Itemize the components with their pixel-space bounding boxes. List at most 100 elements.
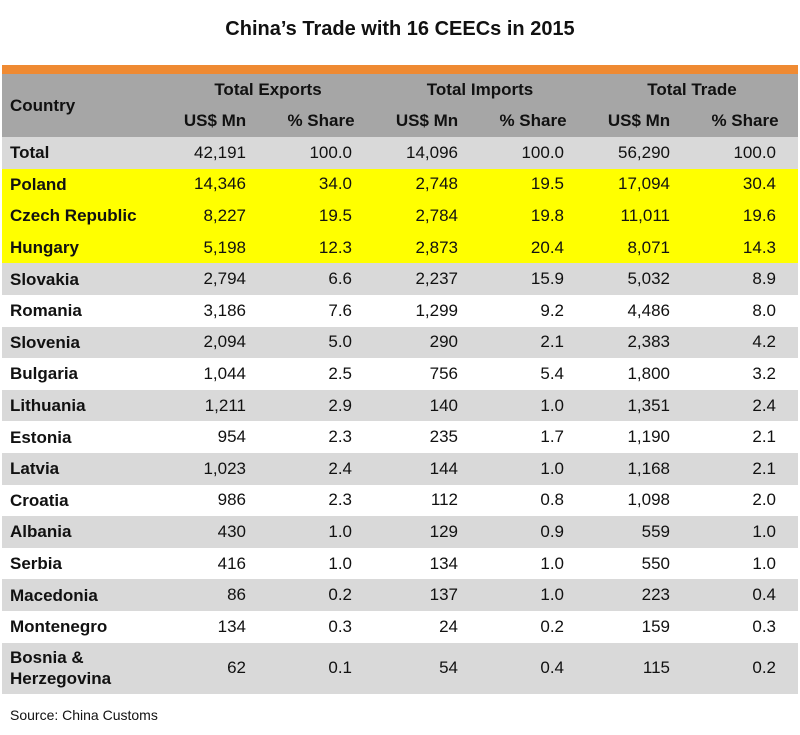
exports-usd-cell: 430 <box>162 516 268 548</box>
imports-usd-cell: 756 <box>374 358 480 390</box>
exports-usd-cell: 62 <box>162 642 268 694</box>
trade-share-cell: 0.4 <box>692 579 799 611</box>
imports-usd-cell: 290 <box>374 326 480 359</box>
exports-usd-cell: 5,198 <box>162 231 268 264</box>
imports-share-cell: 0.2 <box>480 610 587 643</box>
imports-share-header: % Share <box>480 105 587 137</box>
trade-share-cell: 2.0 <box>692 484 799 517</box>
table-row: Romania 3,186 7.6 1,299 9.2 4,486 8.0 <box>2 294 799 327</box>
table-body: Total 42,191 100.0 14,096 100.0 56,290 100.0 Po… <box>2 137 799 694</box>
total-trade-header: Total Trade <box>586 74 799 105</box>
imports-share-cell: 1.0 <box>480 389 587 422</box>
imports-share-cell: 0.9 <box>480 516 587 548</box>
imports-usd-cell: 2,784 <box>374 200 480 232</box>
imports-share-cell: 1.0 <box>480 547 587 580</box>
table-row: Poland 14,346 34.0 2,748 19.5 17,094 30.4 <box>2 168 799 201</box>
trade-usd-cell: 5,032 <box>586 263 693 295</box>
exports-usd-cell: 986 <box>162 484 268 517</box>
trade-share-cell: 30.4 <box>692 168 799 201</box>
exports-usd-header: US$ Mn <box>162 105 268 137</box>
exports-share-cell: 0.3 <box>268 610 374 643</box>
table-row: Albania 430 1.0 129 0.9 559 1.0 <box>2 516 799 548</box>
imports-share-cell: 19.8 <box>480 200 587 232</box>
table-row: Macedonia 86 0.2 137 1.0 223 0.4 <box>2 579 799 611</box>
exports-share-cell: 19.5 <box>268 200 374 232</box>
table-row: Latvia 1,023 2.4 144 1.0 1,168 2.1 <box>2 452 799 485</box>
table-row: Montenegro 134 0.3 24 0.2 159 0.3 <box>2 610 799 643</box>
accent-bar <box>2 65 798 74</box>
trade-share-cell: 8.9 <box>692 263 799 295</box>
table-title: China’s Trade with 16 CEECs in 2015 <box>225 18 575 40</box>
exports-share-cell: 2.9 <box>268 389 374 422</box>
trade-share-cell: 19.6 <box>692 200 799 232</box>
country-cell: Latvia <box>2 452 162 485</box>
imports-share-cell: 20.4 <box>480 231 587 264</box>
table-row: Czech Republic 8,227 19.5 2,784 19.8 11,011 19… <box>2 200 799 232</box>
imports-share-cell: 0.8 <box>480 484 587 517</box>
total-exports-header: Total Exports <box>162 74 374 105</box>
exports-usd-cell: 42,191 <box>162 137 268 169</box>
exports-share-cell: 6.6 <box>268 263 374 295</box>
exports-usd-cell: 8,227 <box>162 200 268 232</box>
imports-share-cell: 100.0 <box>480 137 587 169</box>
trade-usd-cell: 1,098 <box>586 484 693 517</box>
total-imports-header: Total Imports <box>374 74 587 105</box>
country-cell: Slovakia <box>2 263 162 295</box>
table-row: Lithuania 1,211 2.9 140 1.0 1,351 2.4 <box>2 389 799 422</box>
country-cell: Montenegro <box>2 610 162 643</box>
imports-usd-header: US$ Mn <box>374 105 480 137</box>
exports-share-cell: 34.0 <box>268 168 374 201</box>
trade-usd-cell: 550 <box>586 547 693 580</box>
table-row: Slovenia 2,094 5.0 290 2.1 2,383 4.2 <box>2 326 799 359</box>
table-row: Serbia 416 1.0 134 1.0 550 1.0 <box>2 547 799 580</box>
trade-usd-cell: 1,351 <box>586 389 693 422</box>
country-cell: Hungary <box>2 231 162 264</box>
table-row: Slovakia 2,794 6.6 2,237 15.9 5,032 8.9 <box>2 263 799 295</box>
trade-share-cell: 2.1 <box>692 452 799 485</box>
country-cell: Albania <box>2 516 162 548</box>
exports-usd-cell: 3,186 <box>162 294 268 327</box>
country-cell: Total <box>2 137 162 169</box>
imports-usd-cell: 144 <box>374 452 480 485</box>
imports-share-cell: 19.5 <box>480 168 587 201</box>
imports-usd-cell: 112 <box>374 484 480 517</box>
exports-usd-cell: 2,094 <box>162 326 268 359</box>
imports-usd-cell: 129 <box>374 516 480 548</box>
imports-usd-cell: 134 <box>374 547 480 580</box>
table-row: Hungary 5,198 12.3 2,873 20.4 8,071 14.3 <box>2 231 799 264</box>
country-cell: Poland <box>2 168 162 201</box>
trade-usd-cell: 1,168 <box>586 452 693 485</box>
country-column-header: Country <box>2 74 162 137</box>
imports-usd-cell: 14,096 <box>374 137 480 169</box>
trade-share-cell: 100.0 <box>692 137 799 169</box>
country-cell: Croatia <box>2 484 162 517</box>
imports-usd-cell: 137 <box>374 579 480 611</box>
trade-share-cell: 1.0 <box>692 547 799 580</box>
imports-usd-cell: 235 <box>374 421 480 453</box>
table-row: Croatia 986 2.3 112 0.8 1,098 2.0 <box>2 484 799 517</box>
imports-usd-cell: 140 <box>374 389 480 422</box>
exports-share-cell: 2.4 <box>268 452 374 485</box>
trade-share-cell: 8.0 <box>692 294 799 327</box>
country-cell: Czech Republic <box>2 200 162 232</box>
exports-share-cell: 12.3 <box>268 231 374 264</box>
table-row: Bulgaria 1,044 2.5 756 5.4 1,800 3.2 <box>2 358 799 390</box>
exports-share-cell: 0.2 <box>268 579 374 611</box>
exports-usd-cell: 2,794 <box>162 263 268 295</box>
country-cell: Romania <box>2 294 162 327</box>
imports-share-cell: 9.2 <box>480 294 587 327</box>
trade-usd-cell: 2,383 <box>586 326 693 359</box>
trade-share-cell: 2.4 <box>692 389 799 422</box>
trade-usd-header: US$ Mn <box>586 105 693 137</box>
trade-usd-cell: 17,094 <box>586 168 693 201</box>
exports-usd-cell: 954 <box>162 421 268 453</box>
imports-share-cell: 2.1 <box>480 326 587 359</box>
imports-share-cell: 15.9 <box>480 263 587 295</box>
trade-usd-cell: 11,011 <box>586 200 693 232</box>
exports-usd-cell: 1,211 <box>162 389 268 422</box>
country-cell: Macedonia <box>2 579 162 611</box>
trade-table: Country Total Exports Total Imports Tota… <box>2 74 799 694</box>
trade-usd-cell: 8,071 <box>586 231 693 264</box>
exports-share-cell: 5.0 <box>268 326 374 359</box>
source-note: Source: China Customs <box>10 707 158 723</box>
